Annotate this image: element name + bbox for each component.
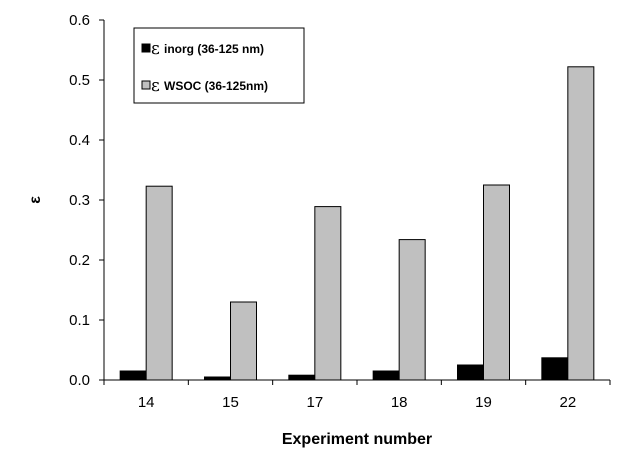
bar-series-1-14 — [119, 370, 147, 381]
x-tick-label: 22 — [559, 394, 576, 411]
x-tick-label: 14 — [138, 394, 155, 411]
legend-symbol: ε — [151, 76, 160, 96]
bar-series-2-19 — [483, 184, 510, 381]
legend-swatch — [141, 80, 151, 90]
y-tick-label: 0.5 — [69, 72, 90, 89]
y-tick-label: 0.6 — [69, 12, 90, 29]
y-tick-label: 0.4 — [69, 132, 90, 149]
y-axis-ticks: 0.0 0.1 0.2 0.3 0.4 0.5 0.6 — [69, 12, 104, 389]
y-tick-label: 0.3 — [69, 192, 90, 209]
x-tick-label: 17 — [306, 394, 323, 411]
legend-box — [133, 27, 305, 104]
bar-series-2-17 — [314, 206, 342, 381]
bar-series-2-18 — [398, 239, 426, 381]
legend-symbol: ε — [151, 39, 160, 59]
legend-swatch — [141, 43, 151, 53]
bar-series-1-18 — [372, 370, 400, 381]
x-axis-ticks: 14 15 17 18 19 22 — [103, 380, 611, 411]
bar-series-1-19 — [457, 364, 484, 381]
legend-label: WSOC (36-125nm) — [164, 79, 268, 93]
x-tick-label: 15 — [222, 394, 239, 411]
bar-series-1-17 — [288, 374, 316, 381]
y-tick-label: 0.0 — [69, 372, 90, 389]
bar-series-2-15 — [230, 301, 257, 381]
legend-label: inorg (36-125 nm) — [164, 42, 264, 56]
y-tick-label: 0.2 — [69, 252, 90, 269]
x-tick-label: 19 — [475, 394, 492, 411]
legend: ε inorg (36-125 nm) ε WSOC (36-125nm) — [133, 27, 305, 104]
bar-series-1-22 — [541, 357, 569, 381]
x-axis-title: Experiment number — [282, 431, 432, 448]
y-axis-title: ε — [27, 196, 44, 204]
bar-series-2-22 — [567, 66, 595, 381]
bars-group — [119, 66, 595, 381]
x-tick-label: 18 — [391, 394, 408, 411]
y-tick-label: 0.1 — [69, 312, 90, 329]
bar-series-2-14 — [145, 185, 173, 381]
